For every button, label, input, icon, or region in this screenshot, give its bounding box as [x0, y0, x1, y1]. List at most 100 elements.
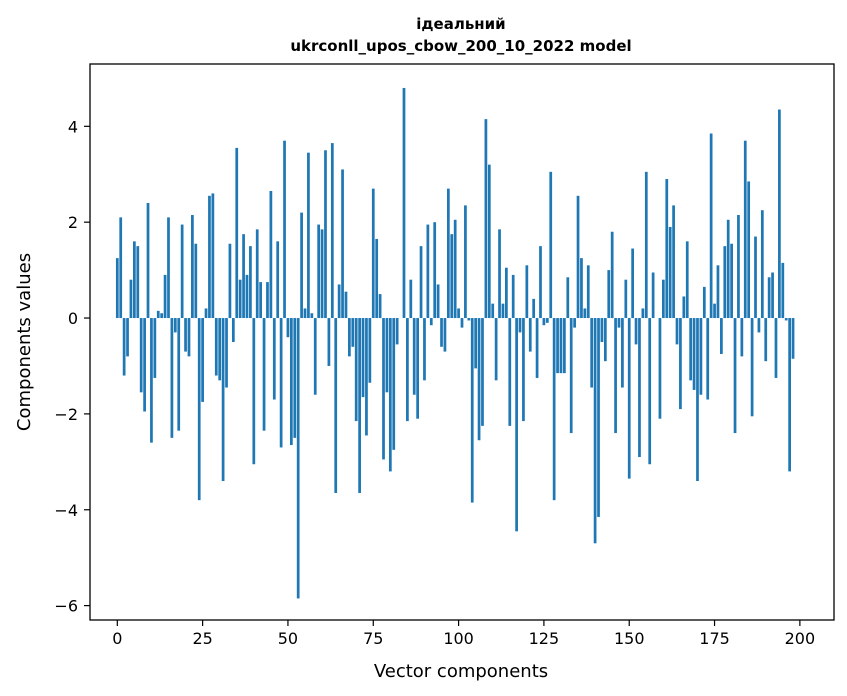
bar — [354, 318, 358, 422]
bar — [474, 318, 478, 369]
bar — [593, 318, 597, 544]
bar — [337, 284, 341, 319]
y-tick-label: −4 — [54, 501, 78, 520]
bar — [208, 195, 211, 319]
bar — [412, 318, 416, 395]
bar — [293, 318, 297, 438]
bar — [194, 243, 198, 319]
x-tick-label: 150 — [614, 629, 645, 648]
bar — [467, 318, 471, 321]
bar — [156, 310, 160, 319]
bar — [146, 203, 150, 319]
bar — [317, 224, 321, 319]
bar — [262, 318, 266, 431]
x-tick-label: 100 — [443, 629, 474, 648]
bar — [542, 318, 546, 326]
bar — [658, 318, 662, 419]
bar — [351, 318, 355, 347]
bar — [368, 318, 372, 383]
y-tick-label: 2 — [68, 213, 78, 232]
bar — [580, 258, 583, 319]
x-axis-label: Vector components — [374, 661, 548, 682]
bar — [754, 236, 757, 319]
bar — [528, 318, 532, 352]
bar — [324, 150, 327, 319]
bar — [423, 318, 426, 381]
bar — [494, 318, 498, 381]
bar — [692, 318, 696, 390]
bar — [603, 318, 607, 362]
bar — [631, 248, 635, 319]
bar — [696, 318, 699, 481]
bar — [713, 303, 716, 319]
bar — [348, 318, 351, 357]
bar — [764, 318, 768, 362]
bar — [672, 205, 675, 319]
bar — [143, 318, 146, 412]
bar — [610, 231, 614, 319]
x-tick-label: 0 — [112, 629, 122, 648]
bar — [392, 318, 396, 450]
bar — [723, 246, 727, 319]
bar — [590, 318, 594, 388]
bar — [167, 217, 170, 319]
bar — [481, 318, 484, 426]
bar — [238, 279, 242, 319]
bars-group — [115, 87, 795, 599]
bar — [235, 147, 239, 319]
bar — [395, 318, 399, 345]
bar — [160, 313, 164, 319]
bar — [487, 164, 491, 319]
bar — [252, 318, 256, 465]
bar — [344, 291, 348, 319]
bar — [760, 210, 764, 319]
bar — [661, 279, 665, 319]
bar — [330, 143, 334, 319]
bar — [518, 318, 522, 333]
bar — [689, 318, 693, 381]
bar — [648, 318, 652, 465]
bar — [115, 258, 119, 319]
x-tick-label: 75 — [363, 629, 383, 648]
y-tick-label: −2 — [54, 405, 78, 424]
bar — [406, 318, 409, 422]
bar — [569, 318, 573, 434]
bar — [627, 318, 631, 479]
y-tick-label: −6 — [54, 597, 78, 616]
bar — [382, 318, 385, 460]
bar — [453, 219, 457, 319]
bar — [228, 243, 232, 319]
bar — [402, 87, 406, 319]
bar — [327, 318, 331, 366]
bar — [136, 246, 140, 319]
bar — [702, 286, 706, 319]
bar — [177, 318, 181, 431]
bar — [675, 318, 679, 345]
bar — [433, 222, 437, 319]
chart-title-line1: ідеальний — [416, 15, 505, 33]
bar — [296, 318, 300, 599]
bar — [276, 241, 280, 319]
bar — [426, 224, 430, 319]
bar — [245, 274, 249, 319]
bar — [477, 318, 481, 441]
bar — [279, 318, 283, 448]
bar — [464, 205, 467, 319]
x-tick-label: 175 — [699, 629, 730, 648]
bar — [784, 318, 788, 321]
bar — [266, 282, 269, 319]
bar — [129, 279, 133, 319]
bar — [498, 229, 501, 319]
bar — [283, 140, 286, 319]
bar — [436, 284, 440, 319]
bar — [720, 318, 723, 354]
bar — [163, 274, 167, 319]
bar — [552, 318, 556, 501]
bar — [535, 318, 539, 378]
bar — [556, 318, 559, 374]
bar — [566, 277, 570, 319]
x-tick-label: 50 — [278, 629, 298, 648]
bar — [221, 318, 225, 481]
bar — [682, 296, 686, 319]
bar — [583, 308, 587, 319]
